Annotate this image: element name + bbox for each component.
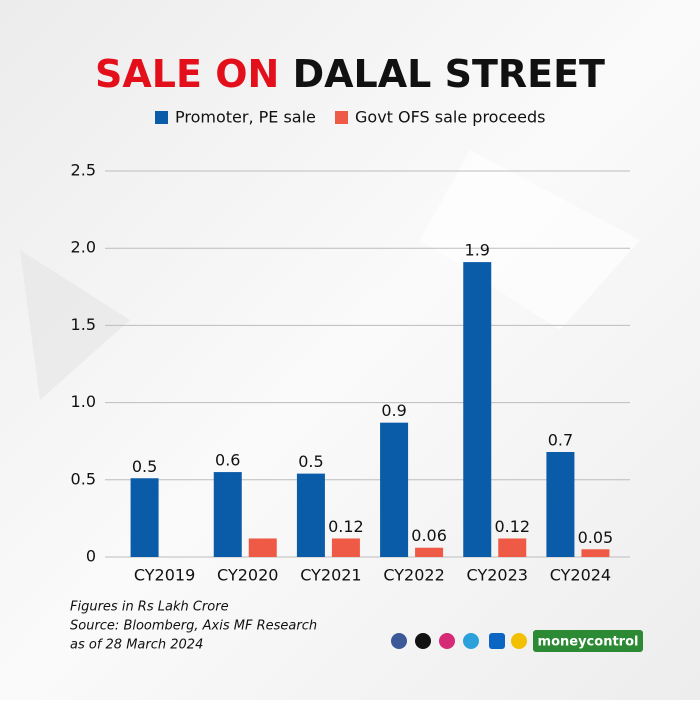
legend-label: Promoter, PE sale [175,108,316,127]
legend-swatch [155,111,168,124]
y-tick-label: 1.0 [71,392,96,411]
value-label: 0.12 [494,517,530,536]
legend: Promoter, PE sale Govt OFS sale proceeds [155,108,545,127]
title-part: DALAL STREET [293,52,605,96]
y-tick-label: 2.5 [71,161,96,180]
x-tick-label: CY2020 [217,566,278,585]
brand-badge [533,630,643,652]
title-part: SALE ON [95,52,279,96]
value-label: 0.12 [328,517,364,536]
bar [581,549,610,557]
value-label: 0.9 [381,401,406,420]
chart-title: SALE ON DALAL STREET [95,52,605,96]
icon[interactable] [489,633,505,649]
bar [130,478,159,557]
x-tick-label: CY2022 [383,566,444,585]
legend-label: Govt OFS sale proceeds [355,108,545,127]
value-label: 0.05 [578,528,614,547]
bar [248,538,277,557]
y-tick-label: 0 [86,547,96,566]
bar [498,538,527,557]
x-tick-label: CY2023 [467,566,528,585]
bar [546,452,575,557]
y-tick-label: 2.0 [71,238,96,257]
plot: 0 0.5 1.0 1.5 2.0 2.5 CY2019 0.5 CY2020 0.6 CY2021… [71,161,630,585]
note: Figures in Rs Lakh Crore [70,600,229,615]
social-icons [391,633,527,649]
bar [463,262,492,557]
note: Source: Bloomberg, Axis MF Research [70,619,317,634]
bar [415,547,444,557]
bar [380,422,409,557]
y-tick-label: 0.5 [71,469,96,488]
brand: moneycontrol [538,635,639,650]
legend-swatch [335,111,348,124]
decor [420,150,640,330]
value-label: 0.6 [215,451,240,470]
x-tick-label: CY2019 [134,566,195,585]
value-label: 0.5 [298,452,323,471]
bar [213,472,242,557]
value-label: 0.5 [132,457,157,476]
value-label: 1.9 [465,241,490,260]
decor [20,250,130,400]
bar [331,538,360,557]
note: as of 28 March 2024 [70,638,203,653]
icon[interactable] [415,633,431,649]
icon[interactable] [391,633,407,649]
icon[interactable] [439,633,455,649]
value-label: 0.7 [548,431,573,450]
value-label: 0.06 [411,526,447,545]
x-tick-label: CY2021 [300,566,361,585]
y-tick-label: 1.5 [71,315,96,334]
bar [296,473,325,557]
icon[interactable] [463,633,479,649]
icon[interactable] [511,633,527,649]
x-tick-label: CY2024 [550,566,611,585]
